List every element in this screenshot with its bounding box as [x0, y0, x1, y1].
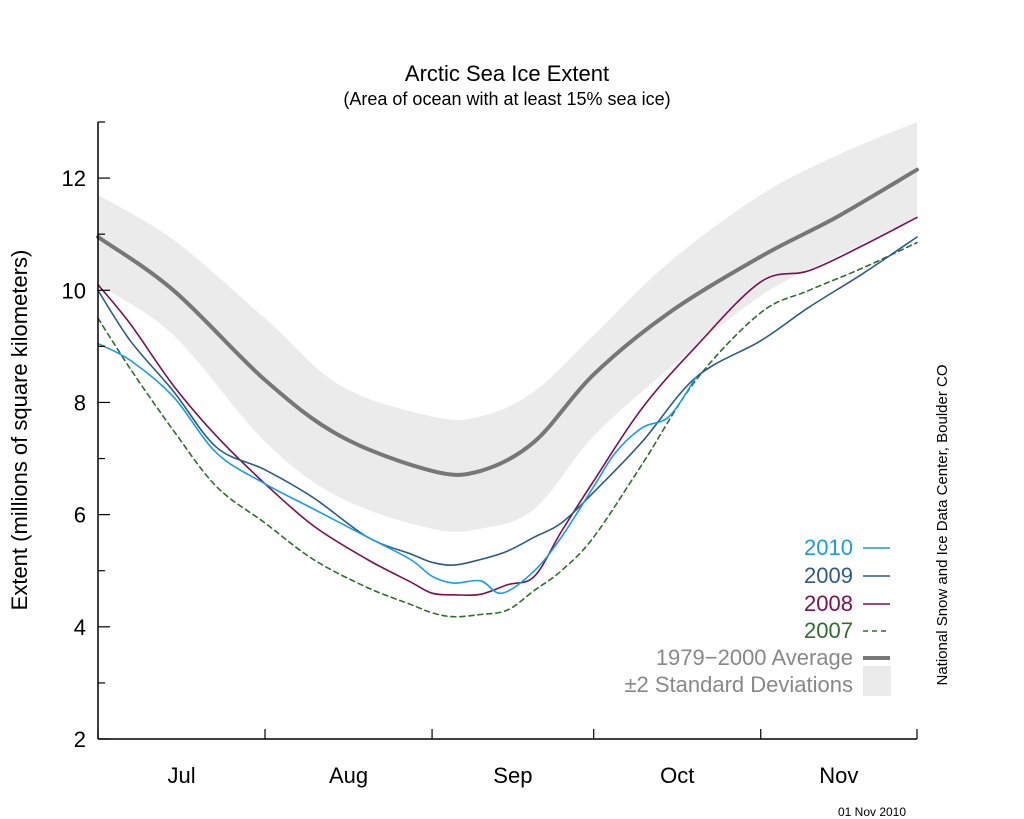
- std-dev-band-layer: [98, 122, 917, 532]
- series-line-2010: [97, 342, 697, 595]
- axes: [97, 122, 917, 740]
- y-tick-label: 2: [74, 727, 86, 752]
- x-tick-label: Jul: [167, 763, 195, 788]
- chart-subtitle: (Area of ocean with at least 15% sea ice…: [343, 89, 670, 109]
- series-line-1979-2000-average: [96, 167, 919, 477]
- x-ticks: Jul Aug Sep Oct Nov: [97, 729, 918, 788]
- series-layer: [96, 167, 919, 618]
- y-ticks: 2 4 6 8 10 12: [62, 121, 110, 752]
- legend-label-2008: 2008: [804, 591, 853, 616]
- date-stamp: 01 Nov 2010: [838, 805, 906, 819]
- legend-label-2010: 2010: [804, 535, 853, 560]
- credit-label: National Snow and Ice Data Center, Bould…: [934, 364, 951, 685]
- x-tick-label: Nov: [819, 763, 858, 788]
- y-tick-label: 10: [62, 278, 86, 303]
- legend-label-std-dev: ±2 Standard Deviations: [624, 672, 853, 697]
- y-tick-label: 4: [74, 615, 86, 640]
- x-tick-label: Sep: [493, 763, 532, 788]
- y-tick-label: 8: [74, 390, 86, 415]
- legend-label-2007: 2007: [804, 618, 853, 643]
- y-tick-label: 6: [74, 503, 86, 528]
- chart-title: Arctic Sea Ice Extent: [405, 61, 609, 86]
- std-dev-band: [98, 122, 917, 532]
- y-axis-label: Extent (millions of square kilometers): [7, 250, 32, 611]
- y-tick-label: 12: [62, 166, 86, 191]
- x-tick-label: Aug: [329, 763, 368, 788]
- series-line-2007: [97, 241, 918, 618]
- series-line-2009: [97, 236, 918, 567]
- series-line-2008: [97, 216, 918, 597]
- x-tick-label: Oct: [660, 763, 694, 788]
- legend-swatch-std-dev: [863, 666, 891, 696]
- legend-label-2009: 2009: [804, 563, 853, 588]
- legend-label-1979-2000-average: 1979−2000 Average: [656, 645, 853, 670]
